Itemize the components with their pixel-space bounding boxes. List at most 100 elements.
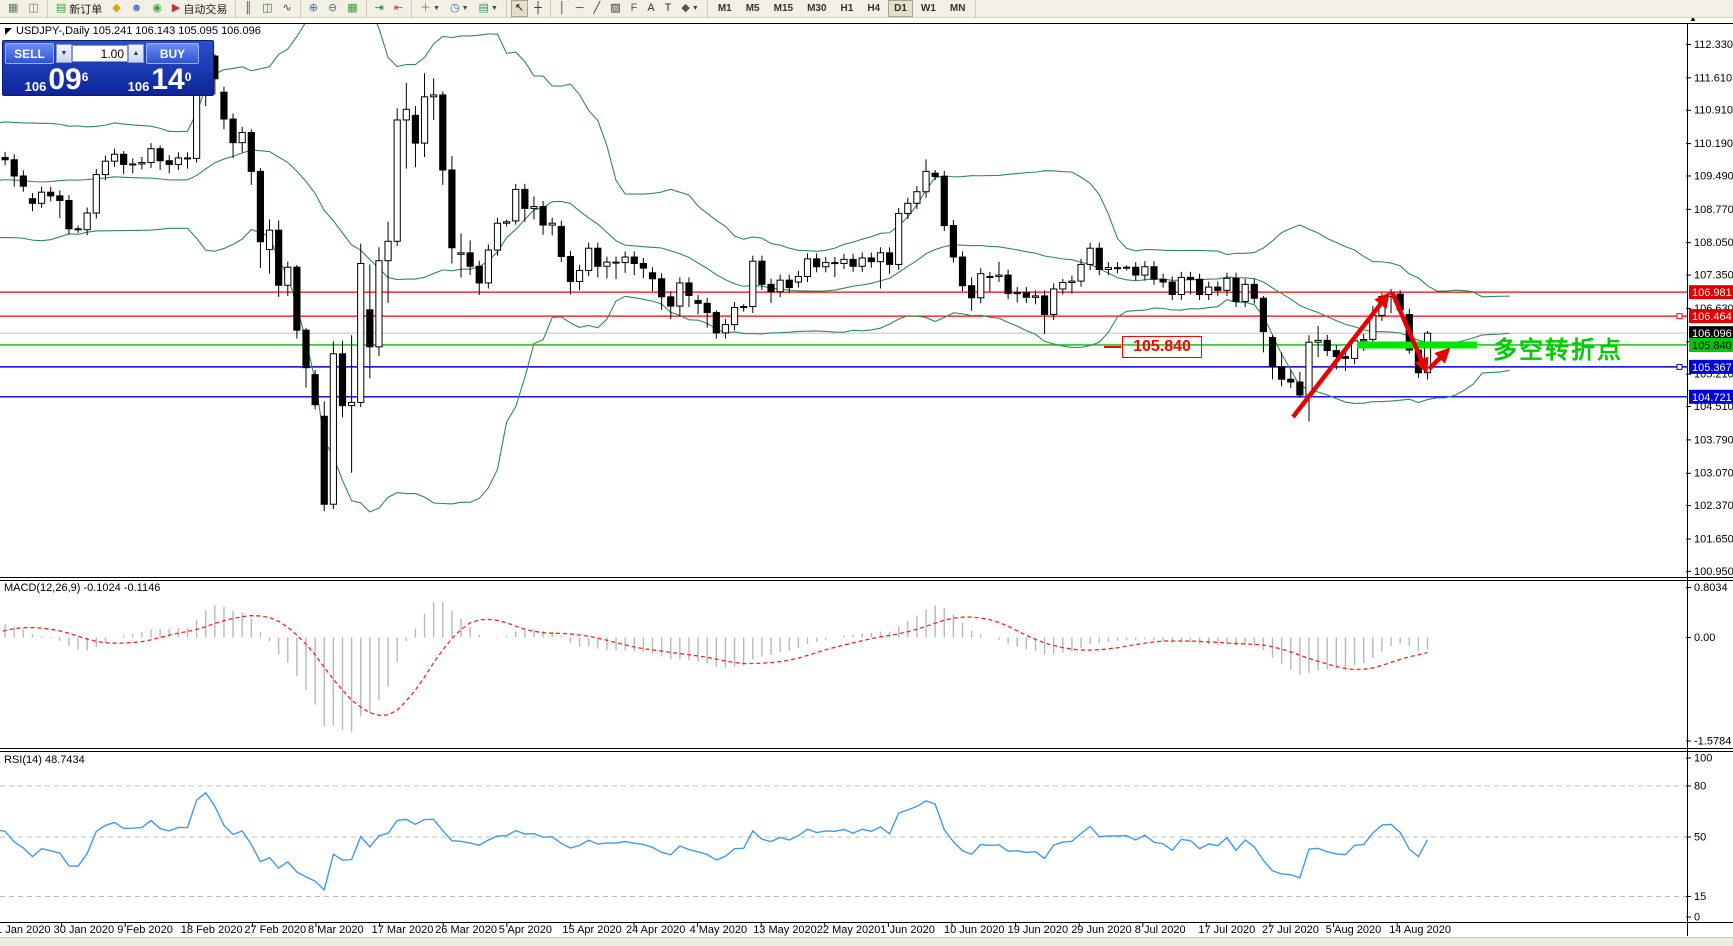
- trend-arrows[interactable]: [1291, 291, 1451, 419]
- timeframe-h4[interactable]: H4: [867, 3, 881, 14]
- svg-text:101.650: 101.650: [1694, 533, 1733, 545]
- periods-icon[interactable]: ◷ ▼: [446, 0, 473, 17]
- vertical-line-icon[interactable]: │: [555, 0, 570, 17]
- svg-text:104.510: 104.510: [1694, 401, 1733, 413]
- buy-price-handle: 106: [127, 79, 150, 94]
- equidistant-channel-icon: ▨: [610, 2, 621, 14]
- svg-text:104.721: 104.721: [1692, 392, 1732, 404]
- profiles-icon[interactable]: ◫: [24, 0, 42, 17]
- signals-icon[interactable]: ◉: [148, 0, 166, 17]
- cursor-icon[interactable]: ↖: [510, 0, 529, 17]
- timeframe-h1[interactable]: H1: [840, 3, 854, 14]
- buy-button[interactable]: BUY: [146, 43, 199, 64]
- price-callout-dash: [1104, 346, 1121, 348]
- signals-icon: ◉: [152, 2, 162, 14]
- tile-windows-icon: ▦: [347, 2, 358, 14]
- price-callout-box[interactable]: 105.840: [1122, 336, 1202, 358]
- svg-text:26 Mar 2020: 26 Mar 2020: [435, 924, 497, 936]
- periods-icon-caret[interactable]: ▼: [461, 5, 469, 12]
- volume-increase-button[interactable]: ▲: [128, 44, 144, 63]
- svg-text:110.910: 110.910: [1694, 105, 1733, 117]
- chart-title: USDJPY-,Daily 105.241 106.143 105.095 10…: [5, 25, 261, 37]
- volume-decrease-button[interactable]: ▼: [56, 44, 72, 63]
- indicators-icon-caret[interactable]: ▼: [433, 5, 440, 12]
- timeframe-m15[interactable]: M15: [773, 3, 794, 14]
- timeframe-d1[interactable]: D1: [888, 0, 913, 17]
- mql-editor-icon[interactable]: ◆: [108, 0, 124, 17]
- buy-price-big: 14: [151, 63, 185, 96]
- indicators-icon: ＋: [420, 2, 432, 14]
- line-handle[interactable]: [1676, 313, 1683, 320]
- sell-button[interactable]: SELL: [5, 43, 54, 64]
- svg-text:5 Apr 2020: 5 Apr 2020: [499, 924, 552, 936]
- price-axis[interactable]: 112.330 111.610 110.910 110.190 109.490 108.7…: [1686, 39, 1733, 578]
- arrows-icon[interactable]: ◆ ▼: [677, 0, 702, 17]
- bollinger-bands: [0, 24, 1510, 513]
- line-chart-icon[interactable]: ∿: [279, 0, 296, 17]
- templates-icon-caret[interactable]: ▼: [490, 5, 498, 12]
- svg-text:106.096: 106.096: [1692, 328, 1732, 340]
- svg-text:80: 80: [1694, 781, 1706, 793]
- svg-text:4 May 2020: 4 May 2020: [690, 924, 747, 936]
- zoom-in-icon[interactable]: ⊕: [305, 0, 322, 17]
- trendline-icon: ╱: [593, 2, 601, 14]
- svg-text:105.840: 105.840: [1692, 340, 1732, 352]
- timeframe-mn[interactable]: MN: [949, 3, 966, 14]
- text-icon[interactable]: A: [643, 0, 658, 17]
- new-chart-icon[interactable]: ▦: [4, 0, 22, 17]
- equidistant-channel-icon[interactable]: ▨: [606, 0, 624, 17]
- toolbar-group: ▤ 新订单 ◆ ☻ ◉ ▶ 自动交易: [48, 0, 237, 17]
- tile-windows-icon[interactable]: ▦: [343, 0, 361, 17]
- svg-text:50: 50: [1694, 832, 1706, 844]
- bar-chart-icon[interactable]: ║: [240, 0, 256, 17]
- timeframe-m1[interactable]: M1: [717, 3, 732, 14]
- chart-shift-icon[interactable]: ⇤: [390, 0, 407, 17]
- fibonacci-icon: F: [630, 2, 638, 14]
- toolbar: ▦ ◫ ▤ 新订单 ◆ ☻ ◉ ▶ 自动交易 ║ ◫ ∿ ⊕ ⊖ ▦ ⇥ ⇤ ＋ ▼ ◷ ▼ ▤ ▼ ↖ ┼ │ ─ ╱ ▨ F A T ◆ ▼ M…: [0, 0, 1733, 18]
- crosshair-icon: ┼: [534, 2, 542, 14]
- toolbar-group: ║ ◫ ∿: [236, 0, 301, 17]
- svg-text:-1.5784: -1.5784: [1694, 736, 1731, 748]
- annotation-text[interactable]: 多空转折点: [1493, 337, 1623, 364]
- svg-text:22 May 2020: 22 May 2020: [817, 924, 881, 936]
- timeframe-m30[interactable]: M30: [807, 3, 827, 14]
- timeframe-m5[interactable]: M5: [745, 3, 760, 14]
- svg-text:27 Feb 2020: 27 Feb 2020: [244, 924, 306, 936]
- one-click-toggle-icon[interactable]: [5, 27, 12, 35]
- horizontal-line-icon[interactable]: ─: [572, 0, 588, 17]
- arrows-icon-caret[interactable]: ▼: [691, 5, 699, 12]
- svg-text:106.981: 106.981: [1692, 287, 1732, 299]
- svg-text:17 Jul 2020: 17 Jul 2020: [1198, 924, 1255, 936]
- text-label-icon[interactable]: T: [661, 0, 676, 17]
- svg-text:109.490: 109.490: [1694, 170, 1733, 182]
- fibonacci-icon[interactable]: F: [627, 0, 642, 17]
- auto-scroll-icon: ⇥: [374, 2, 384, 14]
- autotrading-icon[interactable]: ▶ 自动交易: [168, 0, 231, 17]
- svg-text:5 Aug 2020: 5 Aug 2020: [1326, 924, 1382, 936]
- line-handle[interactable]: [1676, 363, 1683, 370]
- timeframe-w1[interactable]: W1: [920, 3, 936, 14]
- rsi-levels: 100 80 50 15 0: [0, 753, 1712, 924]
- svg-text:29 Jun 2020: 29 Jun 2020: [1071, 924, 1132, 936]
- axis-top-arrow-icon: ▲: [1689, 14, 1697, 23]
- volume-input[interactable]: [72, 45, 128, 62]
- toolbar-group: ＋ ▼ ◷ ▼ ▤ ▼: [412, 0, 507, 17]
- trendline-icon[interactable]: ╱: [590, 0, 605, 17]
- svg-text:112.330: 112.330: [1694, 39, 1733, 51]
- candlestick-chart-icon: ◫: [262, 2, 273, 14]
- community-icon[interactable]: ☻: [127, 0, 147, 17]
- buy-price-pip: 0: [184, 70, 192, 84]
- sell-price-display[interactable]: 106 09 6: [5, 65, 108, 95]
- new-order-icon[interactable]: ▤ 新订单: [52, 0, 106, 17]
- svg-text:8 Mar 2020: 8 Mar 2020: [308, 924, 364, 936]
- templates-icon[interactable]: ▤ ▼: [475, 0, 502, 17]
- buy-price-display[interactable]: 106 14 0: [108, 65, 211, 95]
- zoom-out-icon[interactable]: ⊖: [324, 0, 341, 17]
- candlestick-chart-icon[interactable]: ◫: [258, 0, 276, 17]
- crosshair-icon[interactable]: ┼: [530, 0, 546, 17]
- auto-scroll-icon[interactable]: ⇥: [371, 0, 388, 17]
- indicators-icon[interactable]: ＋ ▼: [416, 0, 444, 17]
